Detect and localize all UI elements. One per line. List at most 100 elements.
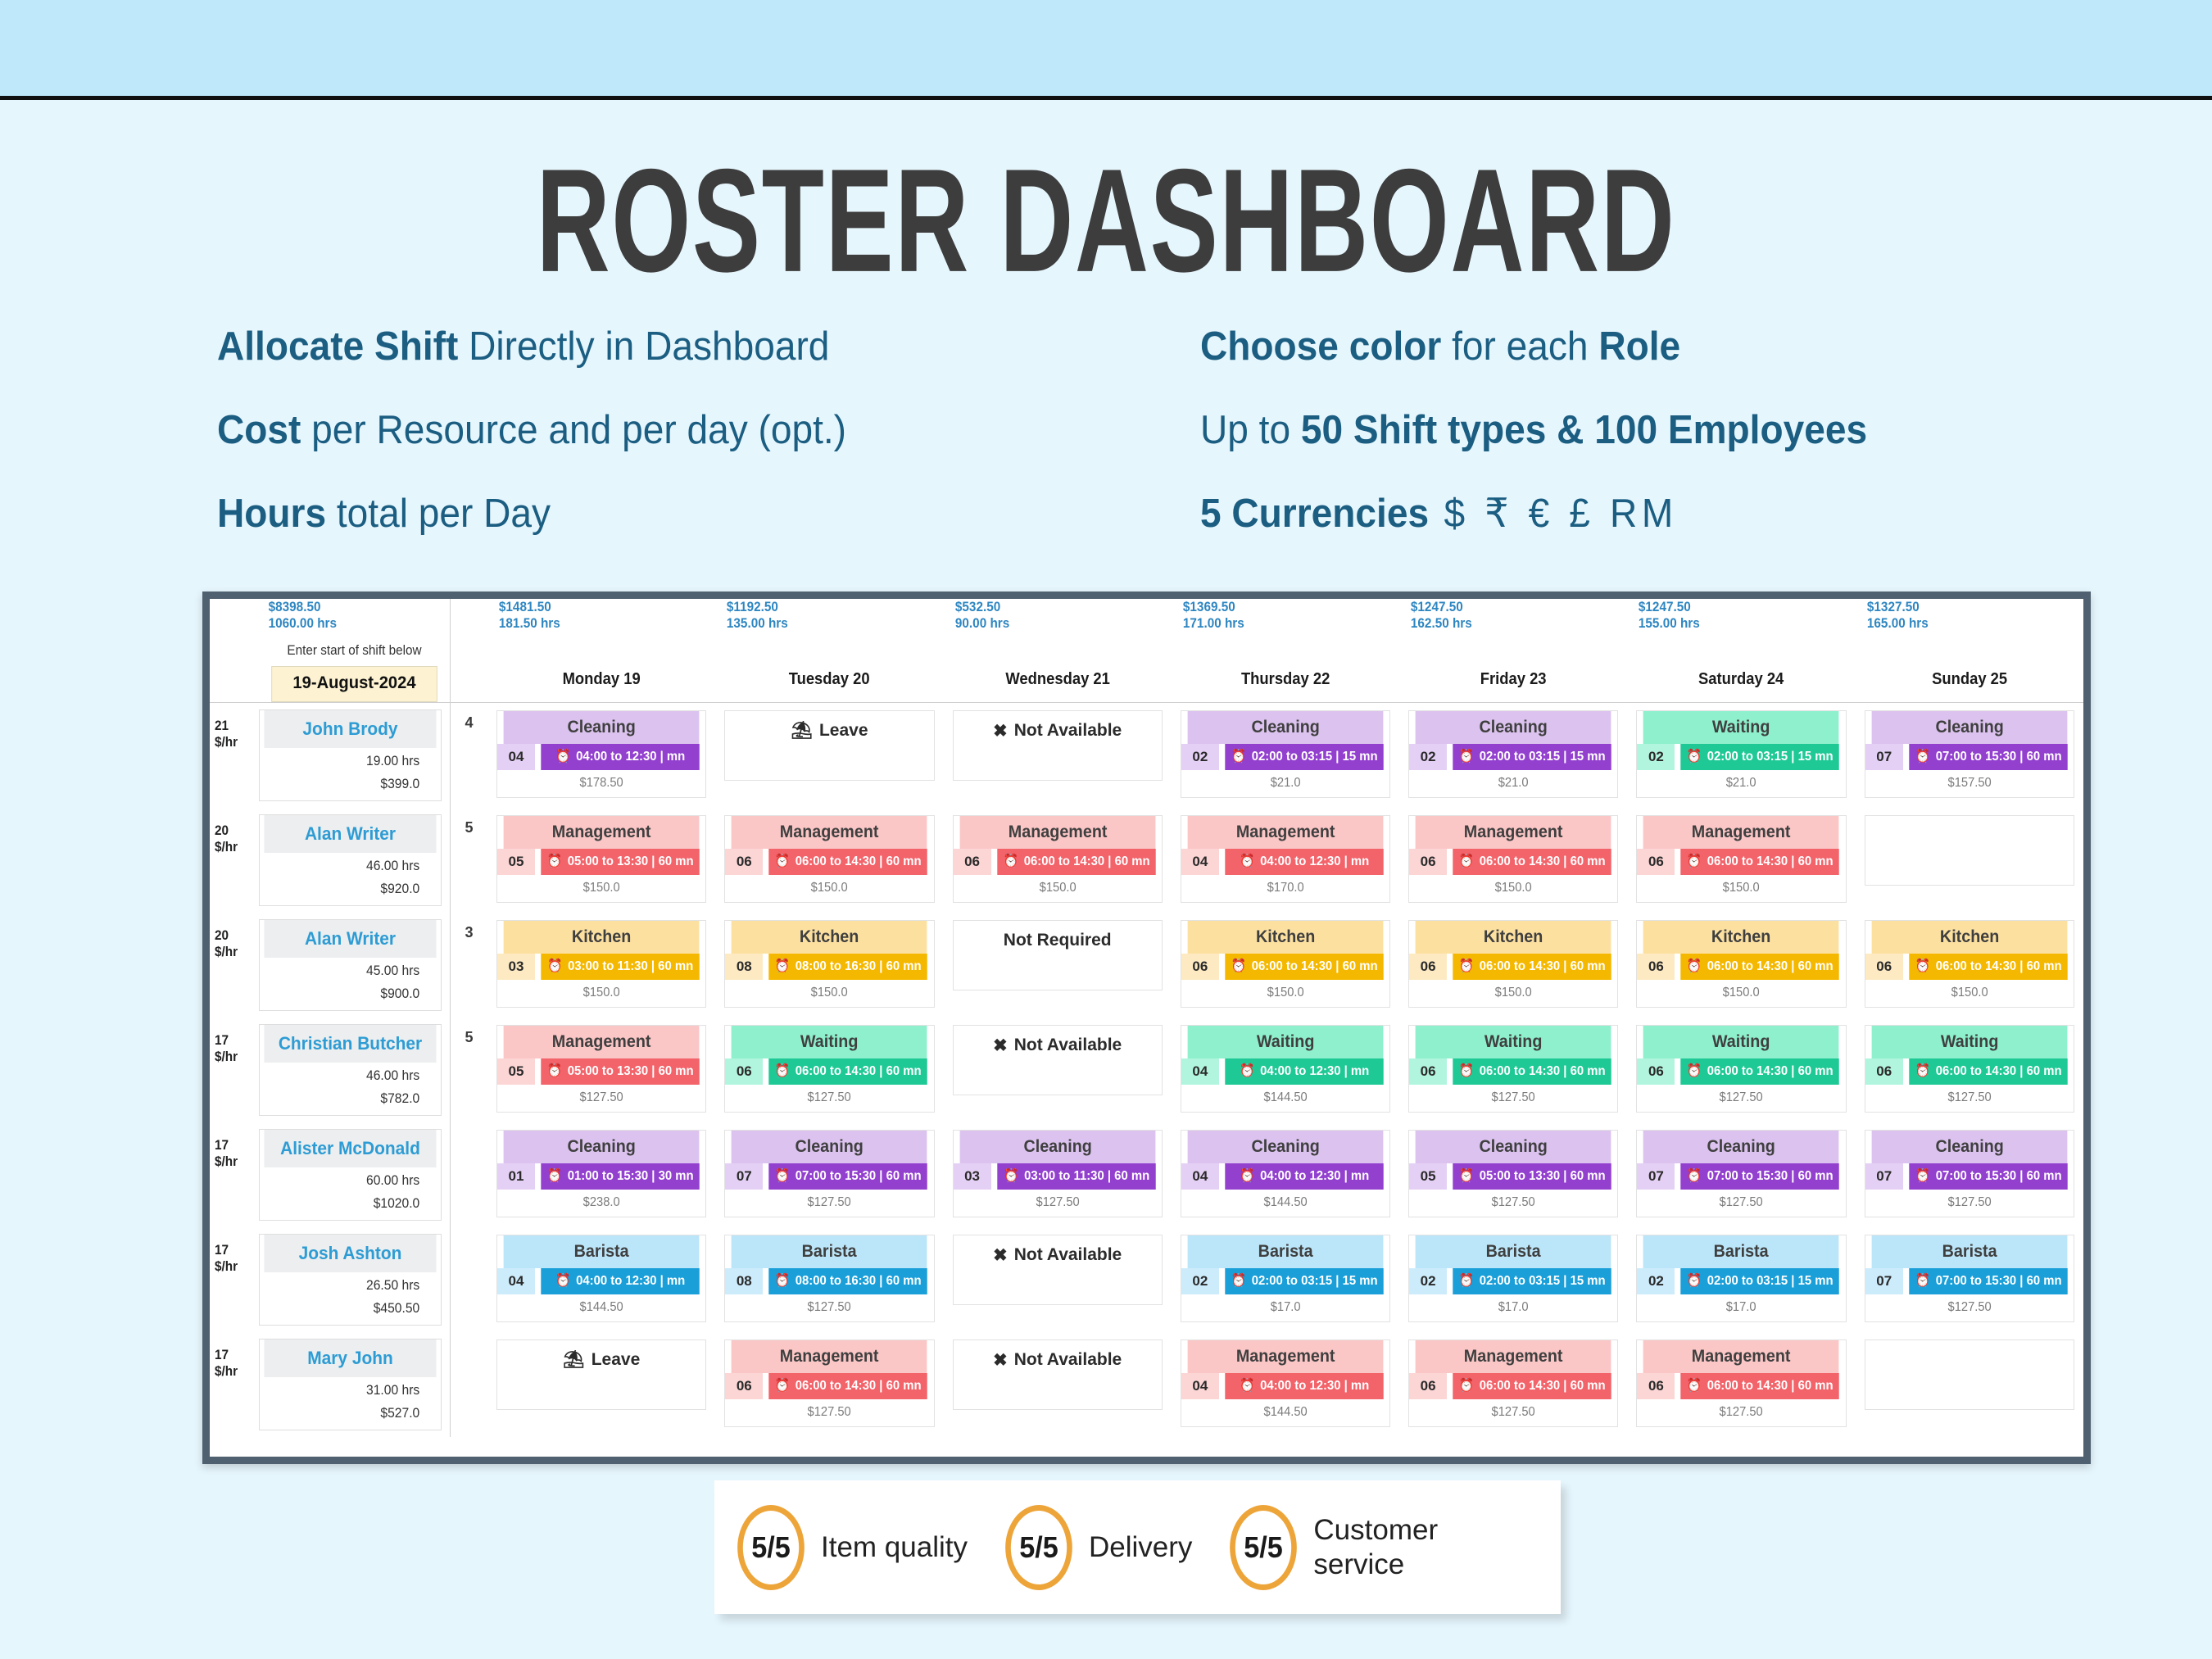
- employee-card[interactable]: Josh Ashton 26.50 hrs $450.50: [259, 1234, 442, 1326]
- shift-start-code[interactable]: 04: [1181, 1163, 1219, 1190]
- shift-start-code[interactable]: 05: [1409, 1163, 1448, 1190]
- roster-cell[interactable]: Kitchen 06 ⏰ 06:00 to 14:30 | 60 mn $150.0: [1399, 913, 1627, 1018]
- shift-time-bar[interactable]: 06 ⏰ 06:00 to 14:30 | 60 mn: [1409, 1058, 1617, 1085]
- shift-card[interactable]: Kitchen 08 ⏰ 08:00 to 16:30 | 60 mn $150.0: [724, 920, 935, 1008]
- roster-cell[interactable]: [1856, 808, 2083, 913]
- roster-cell[interactable]: Kitchen 08 ⏰ 08:00 to 16:30 | 60 mn $150.0: [715, 913, 943, 1018]
- shift-time-bar[interactable]: 04 ⏰ 04:00 to 12:30 | mn: [1181, 1058, 1389, 1085]
- roster-cell[interactable]: Management 06 ⏰ 06:00 to 14:30 | 60 mn $127.…: [1627, 1332, 1855, 1437]
- shift-card[interactable]: Management 06 ⏰ 06:00 to 14:30 | 60 mn $127.…: [1408, 1339, 1619, 1427]
- shift-time-bar[interactable]: 02 ⏰ 02:00 to 03:15 | 15 mn: [1181, 1268, 1389, 1294]
- shift-card[interactable]: Management 05 ⏰ 05:00 to 13:30 | 60 mn $127.…: [496, 1025, 707, 1113]
- shift-start-code[interactable]: 06: [1637, 954, 1675, 980]
- shift-card[interactable]: Waiting 06 ⏰ 06:00 to 14:30 | 60 mn $127.50: [1864, 1025, 2074, 1113]
- shift-time-bar[interactable]: 06 ⏰ 06:00 to 14:30 | 60 mn: [1637, 1058, 1845, 1085]
- shift-time-bar[interactable]: 02 ⏰ 02:00 to 03:15 | 15 mn: [1409, 744, 1617, 770]
- shift-time-bar[interactable]: 06 ⏰ 06:00 to 14:30 | 60 mn: [1637, 1373, 1845, 1399]
- shift-start-code[interactable]: 04: [497, 1268, 535, 1294]
- roster-cell[interactable]: Cleaning 03 ⏰ 03:00 to 11:30 | 60 mn $127.50: [944, 1122, 1172, 1227]
- shift-start-code[interactable]: 06: [1181, 954, 1219, 980]
- roster-cell[interactable]: Management 04 ⏰ 04:00 to 12:30 | mn $170.0: [1172, 808, 1399, 913]
- shift-card[interactable]: Barista 08 ⏰ 08:00 to 16:30 | 60 mn $127.50: [724, 1235, 935, 1322]
- shift-start-code[interactable]: 07: [1865, 744, 1903, 770]
- empty-shift-card[interactable]: [1864, 815, 2074, 886]
- not-available-card[interactable]: ✖ Not Available: [952, 1339, 1163, 1410]
- shift-time-bar[interactable]: 06 ⏰ 06:00 to 14:30 | 60 mn: [1865, 1058, 2074, 1085]
- shift-start-code[interactable]: 07: [1637, 1163, 1675, 1190]
- roster-cell[interactable]: Cleaning 07 ⏰ 07:00 to 15:30 | 60 mn $157.50: [1856, 703, 2083, 808]
- shift-time-bar[interactable]: 07 ⏰ 07:00 to 15:30 | 60 mn: [1865, 1163, 2074, 1190]
- shift-start-code[interactable]: 01: [497, 1163, 535, 1190]
- roster-table[interactable]: $8398.50 1060.00 hrs $1481.50 181.50 hrs…: [210, 599, 2083, 1457]
- not-available-card[interactable]: ✖ Not Available: [952, 1235, 1163, 1305]
- shift-card[interactable]: Cleaning 04 ⏰ 04:00 to 12:30 | mn $178.50: [496, 710, 707, 798]
- shift-time-bar[interactable]: 06 ⏰ 06:00 to 14:30 | 60 mn: [1637, 849, 1845, 875]
- employee-name[interactable]: John Brody: [264, 710, 437, 748]
- shift-start-code[interactable]: 04: [1181, 1058, 1219, 1085]
- employee-card[interactable]: Alan Writer 45.00 hrs $900.0: [259, 919, 442, 1011]
- roster-cell[interactable]: Waiting 06 ⏰ 06:00 to 14:30 | 60 mn $127.50: [1399, 1018, 1627, 1122]
- roster-cell[interactable]: Barista 07 ⏰ 07:00 to 15:30 | 60 mn $127.50: [1856, 1227, 2083, 1332]
- roster-cell[interactable]: Cleaning 04 ⏰ 04:00 to 12:30 | mn $144.50: [1172, 1122, 1399, 1227]
- shift-start-code[interactable]: 06: [725, 1373, 764, 1399]
- roster-cell[interactable]: Cleaning 05 ⏰ 05:00 to 13:30 | 60 mn $127.50: [1399, 1122, 1627, 1227]
- employee-card[interactable]: Alister McDonald 60.00 hrs $1020.0: [259, 1129, 442, 1221]
- shift-start-code[interactable]: 06: [1409, 849, 1448, 875]
- shift-start-code[interactable]: 07: [1865, 1268, 1903, 1294]
- shift-start-code[interactable]: 08: [725, 1268, 764, 1294]
- roster-cell[interactable]: ✖ Not Available: [944, 1332, 1172, 1437]
- shift-start-code[interactable]: 06: [1637, 1373, 1675, 1399]
- shift-card[interactable]: Cleaning 05 ⏰ 05:00 to 13:30 | 60 mn $127.50: [1408, 1130, 1619, 1217]
- start-date-field[interactable]: Enter start of shift below 19-August-202…: [259, 632, 450, 702]
- shift-start-code[interactable]: 06: [1409, 1373, 1448, 1399]
- not-required-card[interactable]: Not Required: [952, 920, 1163, 990]
- roster-cell[interactable]: Kitchen 06 ⏰ 06:00 to 14:30 | 60 mn $150.0: [1856, 913, 2083, 1018]
- employee-name[interactable]: Alister McDonald: [264, 1130, 437, 1167]
- shift-card[interactable]: Barista 02 ⏰ 02:00 to 03:15 | 15 mn $17.0: [1180, 1235, 1391, 1322]
- shift-start-code[interactable]: 06: [1637, 1058, 1675, 1085]
- shift-start-code[interactable]: 02: [1409, 744, 1448, 770]
- shift-card[interactable]: Kitchen 06 ⏰ 06:00 to 14:30 | 60 mn $150.0: [1408, 920, 1619, 1008]
- shift-card[interactable]: Kitchen 06 ⏰ 06:00 to 14:30 | 60 mn $150.0: [1636, 920, 1847, 1008]
- roster-cell[interactable]: Waiting 02 ⏰ 02:00 to 03:15 | 15 mn $21.0: [1627, 703, 1855, 808]
- shift-start-code[interactable]: 06: [1865, 954, 1903, 980]
- shift-time-bar[interactable]: 06 ⏰ 06:00 to 14:30 | 60 mn: [1181, 954, 1389, 980]
- employee-name[interactable]: Christian Butcher: [264, 1025, 437, 1063]
- shift-time-bar[interactable]: 05 ⏰ 05:00 to 13:30 | 60 mn: [497, 849, 705, 875]
- shift-start-code[interactable]: 06: [953, 849, 991, 875]
- roster-cell[interactable]: Cleaning 01 ⏰ 01:00 to 15:30 | 30 mn $238.0: [487, 1122, 715, 1227]
- roster-cell[interactable]: Management 06 ⏰ 06:00 to 14:30 | 60 mn $127.…: [1399, 1332, 1627, 1437]
- shift-time-bar[interactable]: 07 ⏰ 07:00 to 15:30 | 60 mn: [1637, 1163, 1845, 1190]
- shift-start-code[interactable]: 06: [1409, 954, 1448, 980]
- shift-time-bar[interactable]: 06 ⏰ 06:00 to 14:30 | 60 mn: [1865, 954, 2074, 980]
- leave-card[interactable]: ⛱ Leave: [496, 1339, 707, 1410]
- roster-cell[interactable]: Management 04 ⏰ 04:00 to 12:30 | mn $144.50: [1172, 1332, 1399, 1437]
- shift-card[interactable]: Waiting 06 ⏰ 06:00 to 14:30 | 60 mn $127.50: [724, 1025, 935, 1113]
- shift-card[interactable]: Barista 07 ⏰ 07:00 to 15:30 | 60 mn $127.50: [1864, 1235, 2074, 1322]
- employee-cell[interactable]: Alan Writer 45.00 hrs $900.0: [259, 913, 450, 1018]
- roster-cell[interactable]: ✖ Not Available: [944, 1227, 1172, 1332]
- shift-card[interactable]: Waiting 02 ⏰ 02:00 to 03:15 | 15 mn $21.0: [1636, 710, 1847, 798]
- shift-time-bar[interactable]: 02 ⏰ 02:00 to 03:15 | 15 mn: [1637, 744, 1845, 770]
- shift-card[interactable]: Barista 04 ⏰ 04:00 to 12:30 | mn $144.50: [496, 1235, 707, 1322]
- shift-time-bar[interactable]: 02 ⏰ 02:00 to 03:15 | 15 mn: [1181, 744, 1389, 770]
- shift-card[interactable]: Kitchen 06 ⏰ 06:00 to 14:30 | 60 mn $150.0: [1180, 920, 1391, 1008]
- not-available-card[interactable]: ✖ Not Available: [952, 1025, 1163, 1095]
- shift-time-bar[interactable]: 06 ⏰ 06:00 to 14:30 | 60 mn: [725, 849, 933, 875]
- shift-card[interactable]: Waiting 06 ⏰ 06:00 to 14:30 | 60 mn $127.50: [1636, 1025, 1847, 1113]
- roster-cell[interactable]: Kitchen 03 ⏰ 03:00 to 11:30 | 60 mn $150.0: [487, 913, 715, 1018]
- shift-time-bar[interactable]: 08 ⏰ 08:00 to 16:30 | 60 mn: [725, 954, 933, 980]
- employee-cell[interactable]: Alan Writer 46.00 hrs $920.0: [259, 808, 450, 913]
- shift-time-bar[interactable]: 04 ⏰ 04:00 to 12:30 | mn: [1181, 1163, 1389, 1190]
- shift-time-bar[interactable]: 05 ⏰ 05:00 to 13:30 | 60 mn: [497, 1058, 705, 1085]
- shift-card[interactable]: Barista 02 ⏰ 02:00 to 03:15 | 15 mn $17.0: [1408, 1235, 1619, 1322]
- shift-card[interactable]: Cleaning 07 ⏰ 07:00 to 15:30 | 60 mn $127.50: [1636, 1130, 1847, 1217]
- roster-cell[interactable]: Waiting 06 ⏰ 06:00 to 14:30 | 60 mn $127.50: [1627, 1018, 1855, 1122]
- roster-cell[interactable]: Barista 08 ⏰ 08:00 to 16:30 | 60 mn $127.50: [715, 1227, 943, 1332]
- shift-start-code[interactable]: 02: [1637, 1268, 1675, 1294]
- shift-time-bar[interactable]: 06 ⏰ 06:00 to 14:30 | 60 mn: [725, 1373, 933, 1399]
- employee-name[interactable]: Josh Ashton: [264, 1235, 437, 1272]
- shift-start-code[interactable]: 05: [497, 849, 535, 875]
- shift-card[interactable]: Management 06 ⏰ 06:00 to 14:30 | 60 mn $150.…: [952, 815, 1163, 903]
- roster-cell[interactable]: ✖ Not Available: [944, 703, 1172, 808]
